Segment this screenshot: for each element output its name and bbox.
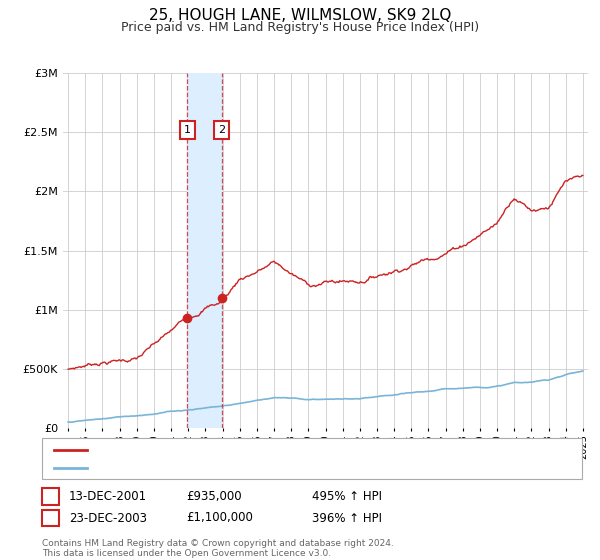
Text: 25, HOUGH LANE, WILMSLOW, SK9 2LQ: 25, HOUGH LANE, WILMSLOW, SK9 2LQ [149,8,451,24]
Text: 396% ↑ HPI: 396% ↑ HPI [312,511,382,525]
Text: 495% ↑ HPI: 495% ↑ HPI [312,490,382,503]
Text: 2: 2 [218,125,225,135]
Text: 25, HOUGH LANE, WILMSLOW, SK9 2LQ (detached house): 25, HOUGH LANE, WILMSLOW, SK9 2LQ (detac… [93,445,415,455]
Bar [187,73,222,428]
Text: Contains HM Land Registry data © Crown copyright and database right 2024.
This d: Contains HM Land Registry data © Crown c… [42,539,394,558]
Text: 13-DEC-2001: 13-DEC-2001 [69,490,147,503]
Text: 23-DEC-2003: 23-DEC-2003 [69,511,147,525]
Text: £935,000: £935,000 [186,490,242,503]
Text: 1: 1 [184,125,191,135]
Text: Price paid vs. HM Land Registry's House Price Index (HPI): Price paid vs. HM Land Registry's House … [121,21,479,34]
Text: £1,100,000: £1,100,000 [186,511,253,525]
Text: 1: 1 [47,492,54,502]
Text: 2: 2 [47,513,54,523]
Text: HPI: Average price, detached house, Cheshire East: HPI: Average price, detached house, Ches… [93,463,376,473]
